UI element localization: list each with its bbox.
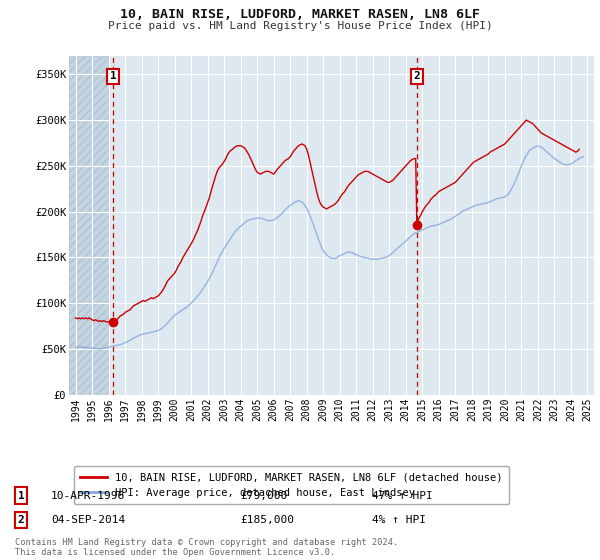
Bar <box>69 56 109 395</box>
Legend: 10, BAIN RISE, LUDFORD, MARKET RASEN, LN8 6LF (detached house), HPI: Average pri: 10, BAIN RISE, LUDFORD, MARKET RASEN, LN… <box>74 466 509 504</box>
Text: 04-SEP-2014: 04-SEP-2014 <box>51 515 125 525</box>
Text: 10, BAIN RISE, LUDFORD, MARKET RASEN, LN8 6LF: 10, BAIN RISE, LUDFORD, MARKET RASEN, LN… <box>120 8 480 21</box>
Text: 47% ↑ HPI: 47% ↑ HPI <box>372 491 433 501</box>
Text: 2: 2 <box>413 71 420 81</box>
Text: 10-APR-1996: 10-APR-1996 <box>51 491 125 501</box>
Text: 1: 1 <box>17 491 25 501</box>
Text: Price paid vs. HM Land Registry's House Price Index (HPI): Price paid vs. HM Land Registry's House … <box>107 21 493 31</box>
Text: £185,000: £185,000 <box>240 515 294 525</box>
Text: Contains HM Land Registry data © Crown copyright and database right 2024.
This d: Contains HM Land Registry data © Crown c… <box>15 538 398 557</box>
Text: £79,000: £79,000 <box>240 491 287 501</box>
Text: 4% ↑ HPI: 4% ↑ HPI <box>372 515 426 525</box>
Text: 2: 2 <box>17 515 25 525</box>
Text: 1: 1 <box>110 71 116 81</box>
